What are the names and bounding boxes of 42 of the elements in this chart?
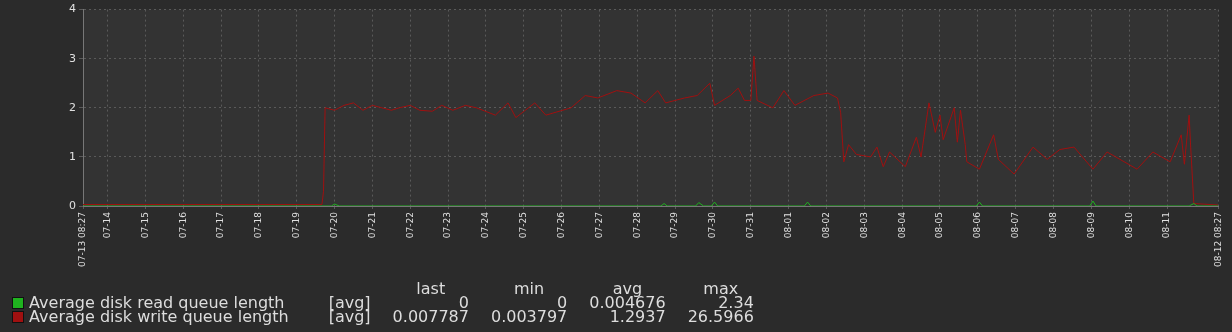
x-tick-label: 07-15 [139,212,150,239]
text: 0.003797 [489,307,568,326]
y-tick-label: 4 [69,2,76,16]
text: 0.007787 [391,307,469,326]
y-tick-label: 3 [69,51,76,65]
x-tick-label: 07-16 [177,211,188,239]
x-tick-label: 08-04 [896,211,907,239]
x-tick-label: 07-13 08:27 [77,212,88,267]
x-tick-label: 07-17 [215,212,226,239]
x-tick-label: 07-30 [707,211,718,239]
text: last [416,279,446,298]
text: 26.5966 [686,307,754,326]
x-tick-label: 08-06 [972,211,983,239]
x-tick-label: 07-22 [404,212,415,239]
x-tick-label: 08-02 [820,212,831,239]
x-tick-label: 08-03 [858,212,869,239]
x-tick-label: 07-24 [480,211,491,239]
x-tick-label: 08-07 [1010,212,1021,239]
x-tick-label: 07-31 [745,212,756,239]
x-tick-label: 08-09 [1085,211,1096,239]
x-tick-label: 08-05 [934,212,945,239]
x-tick-label: 07-20 [328,211,339,239]
x-tick-label: 07-18 [253,211,264,239]
x-tick-label: 08-11 [1161,212,1172,239]
x-tick-label: 07-26 [555,211,566,239]
x-tick-label: 07-29 [669,211,680,239]
y-tick-label: 1 [69,149,76,163]
x-tick-label: 08-01 [782,212,793,239]
x-tick-label: 07-27 [593,212,604,239]
x-tick-label: 07-21 [366,212,377,239]
y-tick-label: 2 [69,100,76,114]
x-tick-label: 07-23 [442,212,453,239]
text: 1.2937 [609,307,666,326]
x-tick-label: 08-10 [1123,211,1134,239]
x-tick-label: 07-25 [518,212,529,239]
y-tick-label: 0 [69,198,76,212]
x-tick-label: 07-14 [101,211,112,239]
x-tick-label: 08-08 [1047,211,1058,239]
x-tick-label: 07-19 [291,211,302,239]
x-tick-label: 07-28 [631,211,642,239]
x-tick-label: 08-12 08:27 [1212,212,1223,267]
text: min [514,279,545,298]
